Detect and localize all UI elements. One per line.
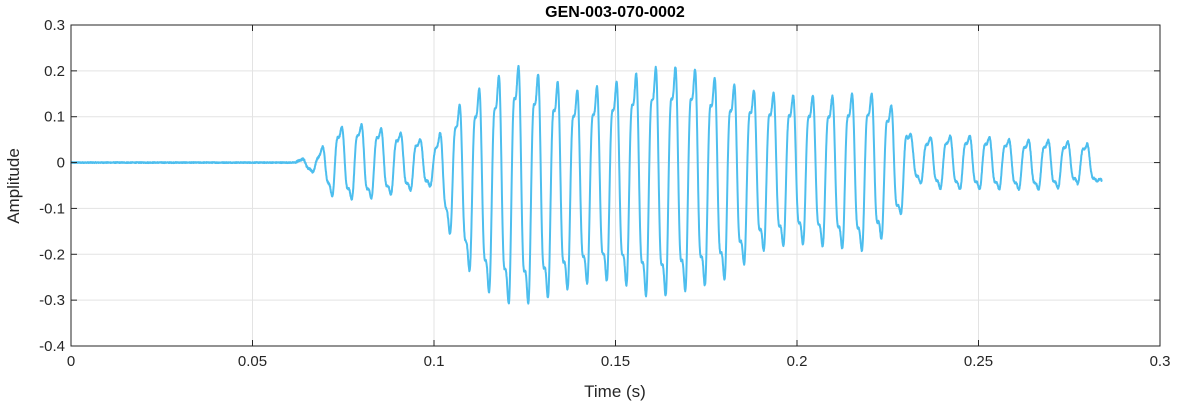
y-tick-label: -0.3 [39,292,65,309]
x-axis-label: Time (s) [584,382,646,401]
x-tick-label: 0.2 [787,353,808,370]
y-tick-label: 0.2 [44,63,65,80]
y-tick-label: -0.1 [39,200,65,217]
x-axis-ticks: 0 0.05 0.1 0.15 0.2 0.25 0.3 [67,25,1171,370]
x-tick-label: 0.3 [1150,353,1171,370]
x-tick-label: 0.1 [424,353,445,370]
x-tick-label: 0 [67,353,75,370]
x-tick-label: 0.25 [964,353,993,370]
y-axis-label: Amplitude [4,148,23,224]
waveform-trace [70,64,1103,305]
waveform-line [70,64,1103,305]
x-tick-label: 0.05 [238,353,267,370]
y-tick-label: 0.1 [44,109,65,126]
y-tick-label: 0 [57,155,65,172]
y-tick-label: 0.3 [44,17,65,34]
chart-title: GEN-003-070-0002 [545,4,685,21]
y-tick-label: -0.2 [39,246,65,263]
y-tick-label: -0.4 [39,338,65,355]
x-tick-label: 0.15 [601,353,630,370]
y-axis-ticks: -0.4 -0.3 -0.2 -0.1 0 0.1 0.2 0.3 [39,17,1160,355]
